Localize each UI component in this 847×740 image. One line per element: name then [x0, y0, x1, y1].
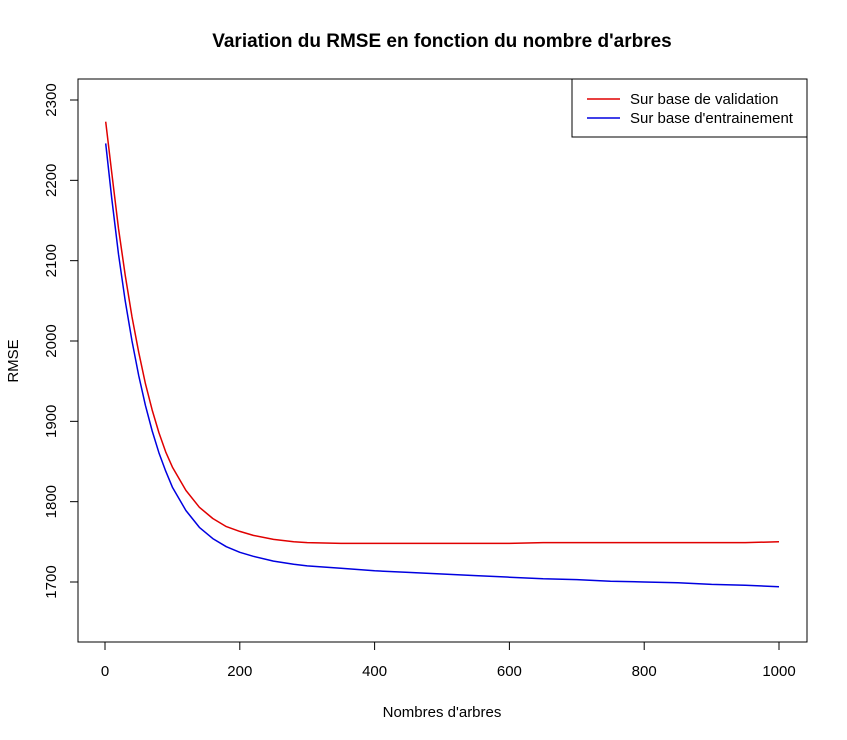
- series-line-validation: [104, 121, 780, 545]
- x-tick-label: 0: [101, 663, 109, 680]
- x-tick-label: 400: [362, 663, 387, 680]
- legend-box: [571, 78, 808, 138]
- x-tick-label: 600: [497, 663, 522, 680]
- series-layer: [104, 121, 780, 588]
- y-tick-label: 1900: [43, 405, 60, 438]
- x-tick-label: 1000: [762, 663, 795, 680]
- y-tick-label: 1700: [43, 565, 60, 598]
- legend: Sur base de validation Sur base d'entrai…: [571, 78, 808, 138]
- legend-label-training: Sur base d'entrainement: [630, 110, 794, 127]
- y-tick-label: 2000: [43, 324, 60, 357]
- plot-frame: [77, 78, 808, 643]
- y-tick-label: 2100: [43, 244, 60, 277]
- y-axis-label: RMSE: [5, 339, 22, 382]
- x-tick-label: 800: [632, 663, 657, 680]
- y-tick-label: 1800: [43, 485, 60, 518]
- x-axis-label: Nombres d'arbres: [383, 704, 502, 721]
- series-line-training: [104, 143, 780, 588]
- axes: 0 200 400 600 800 1000 1700 1800 1900 2000 2100 220…: [43, 83, 796, 680]
- y-tick-label: 2200: [43, 164, 60, 197]
- x-tick-label: 200: [227, 663, 252, 680]
- y-tick-label: 2300: [43, 83, 60, 116]
- chart-title: Variation du RMSE en fonction du nombre …: [212, 31, 672, 52]
- legend-label-validation: Sur base de validation: [630, 91, 778, 108]
